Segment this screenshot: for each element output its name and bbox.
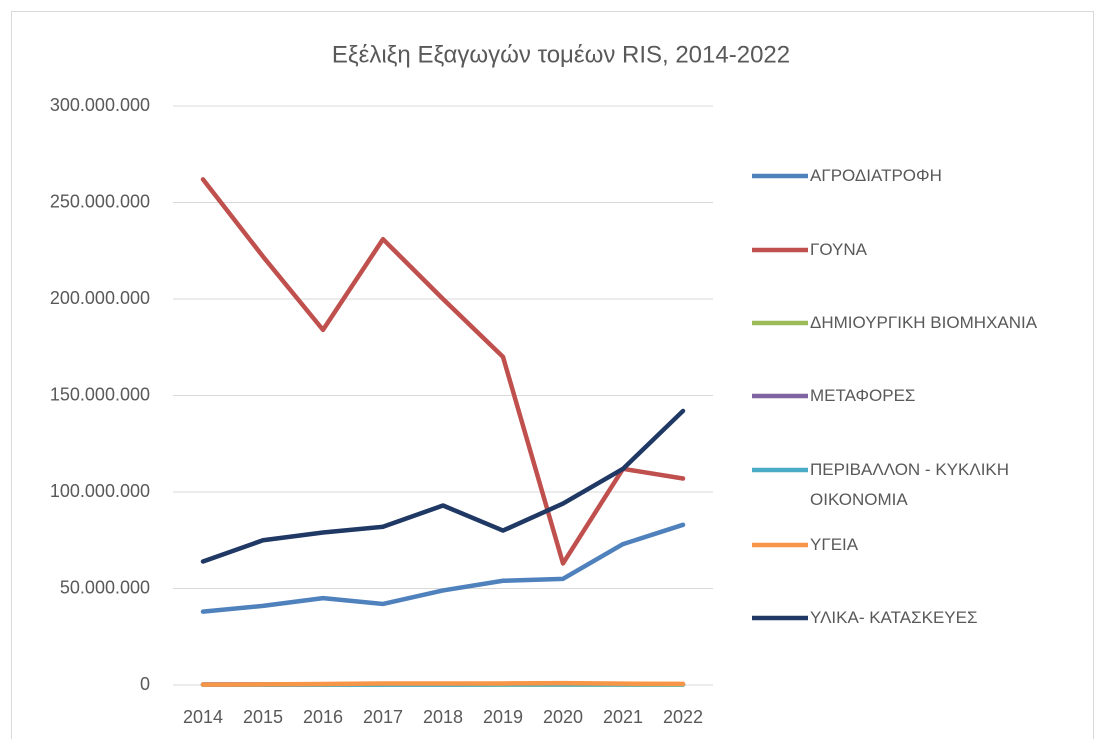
x-tick-label: 2022 xyxy=(663,707,703,727)
chart-title: Εξέλιξη Εξαγωγών τομέων RIS, 2014-2022 xyxy=(332,41,790,68)
legend-label: ΔΗΜΙΟΥΡΓΙΚΗ ΒΙΟΜΗΧΑΝΙΑ xyxy=(810,313,1038,332)
y-tick-label: 0 xyxy=(140,674,150,694)
legend-label: ΜΕΤΑΦΟΡΕΣ xyxy=(810,386,916,405)
legend-label: ΥΛΙΚΑ- ΚΑΤΑΣΚΕΥΕΣ xyxy=(810,608,978,627)
legend-label: ΓΟΥΝΑ xyxy=(810,240,867,259)
legend-label: ΑΓΡΟΔΙΑΤΡΟΦΗ xyxy=(810,166,942,185)
x-tick-label: 2015 xyxy=(243,707,283,727)
series-line xyxy=(200,522,686,614)
legend-label: ΠΕΡΙΒΑΛΛΟΝ - ΚΥΚΛΙΚΗ ΟΙΚΟΝΟΜΙΑ xyxy=(810,460,1010,509)
x-tick-label: 2021 xyxy=(603,707,643,727)
chart-frame xyxy=(11,11,1094,739)
x-tick-label: 2020 xyxy=(543,707,583,727)
x-tick-label: 2019 xyxy=(483,707,523,727)
x-tick-label: 2016 xyxy=(303,707,343,727)
x-tick-label: 2014 xyxy=(183,707,223,727)
series-line xyxy=(200,408,686,564)
x-tick-label: 2018 xyxy=(423,707,463,727)
legend-label: ΥΓΕΙΑ xyxy=(810,535,859,554)
y-tick-label: 250.000.000 xyxy=(50,191,150,211)
y-tick-label: 300.000.000 xyxy=(50,95,150,115)
y-tick-label: 100.000.000 xyxy=(50,481,150,501)
series-line xyxy=(200,177,686,566)
x-tick-label: 2017 xyxy=(363,707,403,727)
y-tick-label: 150.000.000 xyxy=(50,384,150,404)
y-tick-label: 200.000.000 xyxy=(50,288,150,308)
y-tick-label: 50.000.000 xyxy=(60,577,150,597)
series-line xyxy=(200,680,686,687)
